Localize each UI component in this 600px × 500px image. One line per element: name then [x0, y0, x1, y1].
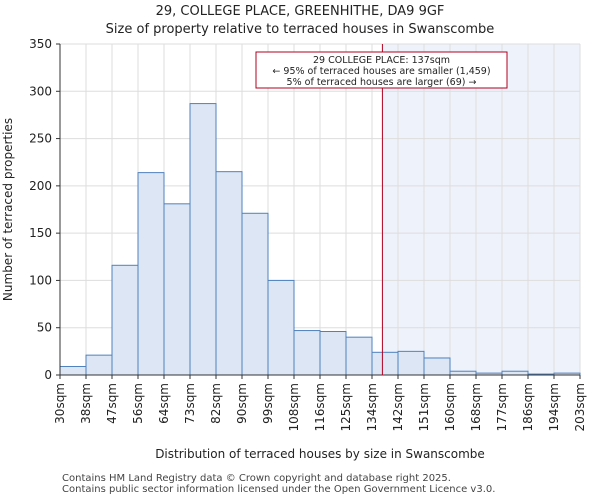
bar-47sqm: [111, 264, 139, 376]
x-tick-label-142sqm: 142sqm: [391, 383, 405, 431]
x-tick-label-99sqm: 99sqm: [261, 383, 275, 424]
bar-30sqm: [59, 365, 87, 376]
x-tick-label-47sqm: 47sqm: [105, 383, 119, 424]
x-tick-label-64sqm: 64sqm: [157, 383, 171, 424]
bar-108sqm: [293, 330, 321, 376]
x-tick-label-108sqm: 108sqm: [287, 383, 301, 431]
y-tick-label: 0: [44, 368, 52, 382]
bar-82sqm: [215, 171, 243, 376]
x-tick-label-151sqm: 151sqm: [417, 383, 431, 431]
footer-copyright: Contains HM Land Registry data © Crown c…: [62, 473, 451, 484]
x-axis-title: Distribution of terraced houses by size …: [155, 447, 485, 461]
bar-99sqm: [267, 279, 295, 376]
x-tick-label-134sqm: 134sqm: [365, 383, 379, 431]
chart-title: 29, COLLEGE PLACE, GREENHITHE, DA9 9GF: [155, 4, 445, 19]
bar-56sqm: [137, 172, 165, 376]
x-tick-label-203sqm: 203sqm: [573, 383, 587, 431]
bar-116sqm: [319, 330, 347, 376]
bar-64sqm: [163, 203, 191, 376]
x-tick-label-168sqm: 168sqm: [469, 383, 483, 431]
bar-177sqm: [501, 370, 529, 376]
bar-73sqm: [189, 103, 217, 376]
x-tick-label-125sqm: 125sqm: [339, 383, 353, 431]
y-tick-label: 50: [37, 321, 52, 335]
x-tick-label-116sqm: 116sqm: [313, 383, 327, 431]
chart-subtitle: Size of property relative to terraced ho…: [105, 22, 495, 37]
y-tick-label: 200: [29, 179, 52, 193]
bar-160sqm: [449, 370, 477, 376]
annotation-box: [255, 51, 508, 89]
annotation-line3: 5% of terraced houses are larger (69) →: [287, 77, 477, 88]
bar-142sqm: [397, 350, 425, 376]
y-tick-label: 150: [29, 226, 52, 240]
x-tick-label-30sqm: 30sqm: [53, 383, 67, 424]
y-tick-label: 350: [29, 37, 52, 51]
annotation-line2: ← 95% of terraced houses are smaller (1,…: [272, 66, 490, 77]
bar-134sqm: [371, 351, 399, 376]
bar-38sqm: [85, 354, 113, 376]
bar-90sqm: [241, 212, 269, 376]
x-tick-label-90sqm: 90sqm: [235, 383, 249, 424]
y-tick-label: 300: [29, 84, 52, 98]
annotation-line1: 29 COLLEGE PLACE: 137sqm: [313, 55, 450, 66]
y-axis-title: Number of terraced properties: [1, 118, 15, 301]
x-tick-label-38sqm: 38sqm: [79, 383, 93, 424]
highlight-region: [382, 44, 580, 375]
x-tick-label-186sqm: 186sqm: [521, 383, 535, 431]
x-tick-label-160sqm: 160sqm: [443, 383, 457, 431]
x-tick-label-56sqm: 56sqm: [131, 383, 145, 424]
x-tick-label-82sqm: 82sqm: [209, 383, 223, 424]
footer-licence: Contains public sector information licen…: [62, 484, 496, 495]
bar-125sqm: [345, 336, 373, 376]
bar-151sqm: [423, 357, 451, 376]
x-tick-label-194sqm: 194sqm: [547, 383, 561, 431]
y-tick-label: 250: [29, 132, 52, 146]
x-tick-label-73sqm: 73sqm: [183, 383, 197, 424]
y-tick-label: 100: [29, 273, 52, 287]
x-tick-label-177sqm: 177sqm: [495, 383, 509, 431]
